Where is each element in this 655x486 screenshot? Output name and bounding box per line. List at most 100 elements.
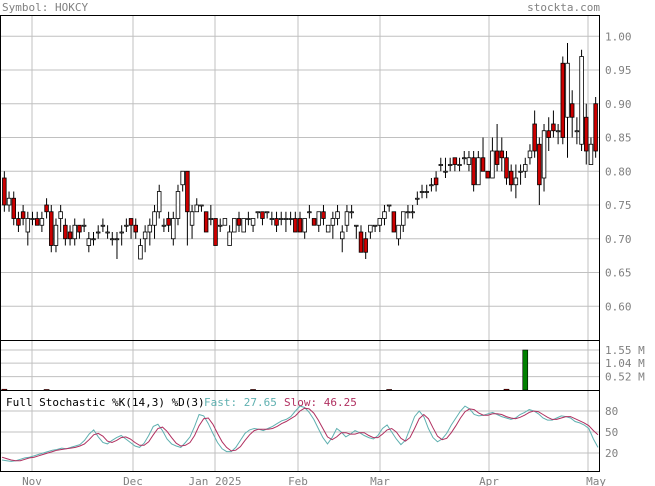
candle-body <box>438 164 444 166</box>
price-candles <box>2 43 598 260</box>
candle-body <box>476 157 481 186</box>
candle-body <box>124 224 129 227</box>
stochastic-line-fast <box>1 405 599 462</box>
candle-body <box>91 238 96 241</box>
candle-body <box>401 211 406 226</box>
candle-body <box>471 157 476 186</box>
volume-tick-label: 1.55 M <box>605 344 645 357</box>
candle-body <box>485 170 490 179</box>
candle-body <box>302 218 307 233</box>
candle-body <box>349 211 354 214</box>
candle-body <box>513 177 519 186</box>
candle-body <box>433 177 439 186</box>
candle-body <box>16 218 21 226</box>
candle-body <box>419 191 425 193</box>
candle-body <box>283 218 289 220</box>
candle-body <box>372 224 378 227</box>
x-tick-label: Mar <box>370 475 390 486</box>
candle-body <box>241 218 246 233</box>
candle-body <box>405 211 411 214</box>
candle-body <box>133 224 138 233</box>
candle-body <box>569 103 575 118</box>
x-tick-label: Nov <box>22 475 42 486</box>
price-tick-label: 0.65 <box>605 267 632 280</box>
candle-body <box>588 143 594 165</box>
candle-body <box>199 204 204 207</box>
candle-body <box>551 123 556 132</box>
candle-body <box>236 218 242 226</box>
candle-body <box>255 211 260 214</box>
site-label[interactable]: stockta.com <box>527 1 600 14</box>
candle-body <box>269 218 275 220</box>
stochastic-tick-label: 80 <box>605 405 618 418</box>
candle-body <box>152 211 157 226</box>
candle-body <box>138 245 143 260</box>
candle-body <box>518 170 523 173</box>
x-tick-label: Feb <box>288 475 308 486</box>
candle-body <box>386 204 392 207</box>
candle-body <box>527 150 533 159</box>
price-tick-label: 0.70 <box>605 233 632 246</box>
candle-body <box>311 218 317 226</box>
candle-body <box>344 211 350 226</box>
stochastic-fast-label: Fast: 27.65 <box>204 396 277 409</box>
candle-body <box>222 218 228 226</box>
candle-body <box>546 130 551 138</box>
candle-body <box>142 231 148 240</box>
candle-body <box>410 211 415 214</box>
candle-body <box>213 218 218 246</box>
stochastic-title: Full Stochastic %K(14,3) %D(3) <box>6 396 205 409</box>
pane-frame <box>0 390 600 472</box>
candle-body <box>490 150 495 179</box>
candle-body <box>166 218 171 226</box>
x-tick-label: Dec <box>123 475 143 486</box>
candle-body <box>340 231 345 240</box>
candle-body <box>114 238 120 241</box>
candle-body <box>452 157 458 165</box>
candle-body <box>67 231 73 240</box>
candle-body <box>53 224 59 246</box>
candle-body <box>194 204 199 213</box>
candle-body <box>161 224 167 227</box>
candle-body <box>30 218 35 220</box>
candle-body <box>368 224 373 233</box>
price-tick-label: 0.80 <box>605 165 632 178</box>
candle-body <box>565 62 570 118</box>
volume-grid <box>1 341 599 390</box>
candle-body <box>579 56 584 145</box>
candle-body <box>2 177 7 206</box>
candle-body <box>462 157 467 160</box>
candle-body <box>20 211 26 219</box>
candle-body <box>504 157 509 179</box>
candle-body <box>307 211 312 214</box>
candle-body <box>260 211 265 219</box>
candle-body <box>447 164 453 166</box>
candle-body <box>208 218 214 220</box>
volume-tick-label: 1.04 M <box>605 357 645 370</box>
candle-body <box>429 184 434 187</box>
volume-tick-label: 0.52 M <box>605 371 645 384</box>
candle-body <box>316 211 322 226</box>
candle-body <box>560 62 566 138</box>
x-axis: Nov Dec Jan 2025 Feb Mar Apr May <box>22 475 606 486</box>
stochastic-axis: 80 50 20 <box>605 405 618 460</box>
volume-axis: 1.55 M1.04 M0.52 M <box>605 344 645 384</box>
candle-body <box>175 191 181 219</box>
candle-body <box>555 130 561 133</box>
price-tick-label: 1.00 <box>605 30 632 43</box>
candle-body <box>494 150 500 165</box>
candle-body <box>119 231 124 234</box>
pane-frames <box>0 15 600 472</box>
candle-body <box>499 150 505 159</box>
candle-body <box>49 211 54 246</box>
price-tick-label: 0.60 <box>605 300 632 313</box>
candle-body <box>443 170 448 173</box>
candle-body <box>185 170 190 213</box>
candle-body <box>189 211 195 226</box>
candle-body <box>593 103 598 152</box>
candle-body <box>391 211 397 233</box>
price-axis: 1.00 0.95 0.90 0.85 0.80 0.75 0.70 0.65 0.60 <box>605 30 632 313</box>
candle-body <box>58 211 63 219</box>
candle-body <box>523 164 528 172</box>
